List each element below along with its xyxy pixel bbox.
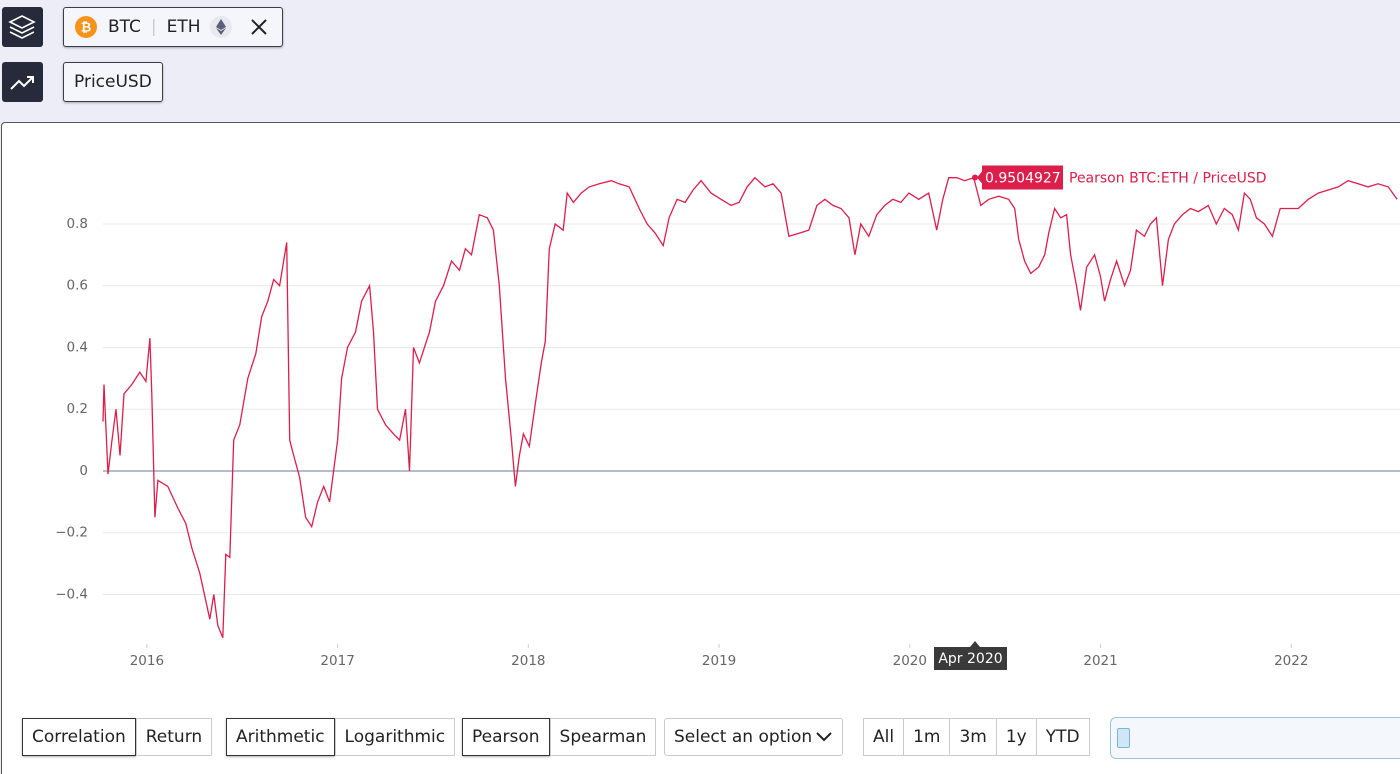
asset: ETH <box>166 17 201 37</box>
toggle-option[interactable]: All <box>863 718 905 756</box>
toggle-option[interactable]: 1y <box>996 718 1037 756</box>
metric: PriceUSD <box>74 72 152 92</box>
hover-point <box>972 174 978 181</box>
y-tick-label: −0.2 <box>55 525 88 541</box>
slider-handle[interactable] <box>1117 728 1130 748</box>
y-tick-label: 0 <box>79 463 88 479</box>
x-tooltip-label: Apr 2020 <box>938 651 1002 667</box>
x-tick-label: 2019 <box>702 653 736 669</box>
toggle-option[interactable]: Pearson <box>462 718 550 756</box>
asset: BTC <box>108 17 141 37</box>
mode-toggle: Correlation Return <box>22 718 213 756</box>
layers-button[interactable] <box>2 7 43 47</box>
chart-panel <box>1 122 1400 774</box>
btc-icon: ₿ <box>75 16 97 38</box>
range-slider[interactable] <box>1110 717 1400 759</box>
y-tick-label: 0.4 <box>67 339 88 355</box>
tooltip-value: 0.9504927 <box>985 171 1061 187</box>
icon <box>10 76 34 90</box>
series-line <box>102 176 1398 638</box>
tooltip-box <box>977 165 1063 190</box>
chart-button[interactable] <box>2 62 43 102</box>
range-buttons: All 1m 3m 1y YTD <box>863 718 1090 756</box>
svg-text:₿: ₿ <box>81 21 92 36</box>
toggle-option[interactable]: 1m <box>904 718 951 756</box>
x-tick-label: 2022 <box>1274 653 1308 669</box>
scale-toggle: Arithmetic Logarithmic <box>226 718 456 756</box>
toggle-option[interactable]: YTD <box>1036 718 1090 756</box>
select-text: Select an option <box>674 727 813 747</box>
x-tick-label: 2017 <box>320 653 354 669</box>
toggle-option[interactable]: Return <box>135 718 213 756</box>
x-tick-label: 2018 <box>511 653 545 669</box>
toggle-option[interactable]: Spearman <box>549 718 657 756</box>
x-tick-label: 2020 <box>893 653 927 669</box>
x-tick-label: 2016 <box>130 653 164 669</box>
y-tick-label: 0.6 <box>67 278 88 294</box>
toggle-option[interactable]: Correlation <box>22 718 136 756</box>
toggle-option[interactable]: 3m <box>950 718 997 756</box>
x-tick-label: 2021 <box>1083 653 1117 669</box>
chevron <box>816 732 832 742</box>
x-tooltip-box <box>934 641 1007 670</box>
y-tick-label: 0.8 <box>67 216 88 232</box>
y-tick-label: −0.4 <box>55 586 88 602</box>
tooltip-series: Pearson BTC:ETH / PriceUSD <box>1069 171 1267 187</box>
method-toggle: Pearson Spearman <box>462 718 657 756</box>
asset-selector[interactable]: ₿ BTC | ETH <box>63 7 283 47</box>
clear-button[interactable] <box>249 17 269 37</box>
toggle-option[interactable]: Logarithmic <box>334 718 456 756</box>
metric-chip[interactable]: PriceUSD <box>63 62 163 102</box>
y-tick-label: 0.2 <box>67 401 88 417</box>
icon <box>8 15 36 39</box>
select[interactable]: Select an option <box>664 718 843 756</box>
toggle-option[interactable]: Arithmetic <box>226 718 335 756</box>
eth-icon <box>209 16 232 38</box>
